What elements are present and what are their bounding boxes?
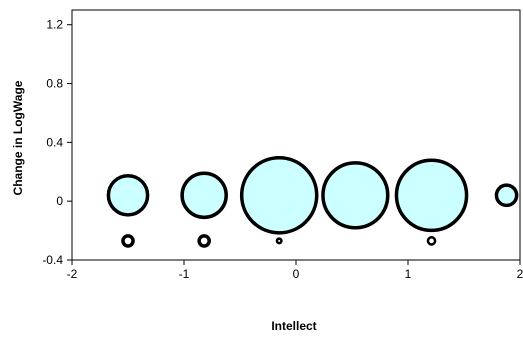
bubbles	[106, 156, 519, 248]
x-tick-label: -2	[67, 267, 78, 281]
bubble-point	[426, 236, 437, 246]
y-tick-label: 1.2	[46, 18, 63, 32]
bubble-point	[106, 173, 150, 217]
x-tick-label: 0	[293, 267, 300, 281]
y-axis-ticks: -0.4 0 0.4 0.8 1.2	[42, 18, 72, 267]
y-tick-label: 0	[56, 194, 63, 208]
bubble-point	[197, 234, 211, 248]
x-tick-label: -1	[179, 267, 190, 281]
x-tick-label: 1	[405, 267, 412, 281]
y-tick-label: 0.4	[46, 135, 63, 149]
x-axis-ticks: -2 -1 0 1 2	[67, 260, 523, 281]
bubble-point	[394, 158, 469, 233]
x-tick-label: 2	[517, 267, 523, 281]
bubble-point	[239, 156, 319, 235]
x-axis-title: Intellect	[271, 319, 316, 333]
bubble-point	[494, 183, 519, 208]
y-tick-label: -0.4	[42, 253, 63, 267]
y-axis-title: Change in LogWage	[11, 80, 25, 195]
bubble-point	[121, 234, 135, 248]
bubble-point	[321, 161, 390, 230]
bubble-point	[180, 171, 228, 220]
bubble-point	[275, 237, 283, 245]
y-tick-label: 0.8	[46, 77, 63, 91]
